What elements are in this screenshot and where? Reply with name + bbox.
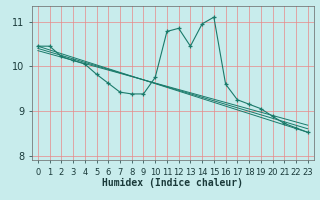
X-axis label: Humidex (Indice chaleur): Humidex (Indice chaleur) (102, 178, 243, 188)
